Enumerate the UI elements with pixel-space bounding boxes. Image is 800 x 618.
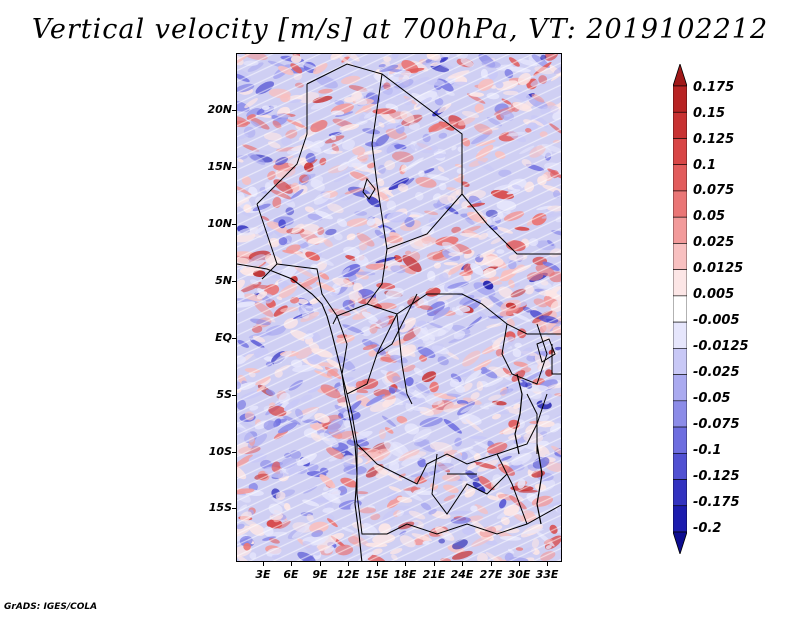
lat-tick — [232, 224, 236, 225]
colorbar-label: -0.0125 — [693, 339, 749, 354]
colorbar-label: 0.005 — [693, 287, 735, 302]
lon-label-3e: 3E — [255, 568, 271, 581]
colorbar-label: 0.175 — [693, 80, 735, 95]
colorbar-box — [673, 452, 687, 480]
lon-label-30e: 30E — [507, 568, 531, 581]
lake-victoria — [536, 338, 556, 363]
lon-tick — [519, 562, 520, 566]
colorbar-box — [673, 400, 687, 428]
lon-label-12e: 12E — [336, 568, 360, 581]
colorbar-box — [673, 269, 687, 297]
colorbar-label: 0.125 — [693, 132, 735, 147]
lat-label-5s: 5S — [216, 388, 232, 401]
colorbar-box — [673, 85, 687, 113]
colorbar-label: 0.1 — [693, 158, 717, 173]
lon-label-9e: 9E — [312, 568, 328, 581]
colorbar-box — [673, 111, 687, 139]
colorbar-box — [673, 190, 687, 218]
colorbar-label: -0.005 — [693, 313, 740, 328]
velocity-field-map — [237, 54, 561, 561]
coastline — [237, 263, 363, 561]
lat-label-10s: 10S — [208, 445, 232, 458]
lon-label-18e: 18E — [393, 568, 417, 581]
colorbar — [673, 64, 687, 554]
colorbar-box — [673, 164, 687, 192]
colorbar-box — [673, 374, 687, 402]
colorbar-label: -0.1 — [693, 443, 722, 458]
lake-chad — [362, 177, 376, 200]
lake-tanganyika — [514, 373, 523, 455]
colorbar-box — [673, 426, 687, 454]
lon-tick — [348, 562, 349, 566]
lat-label-5n: 5N — [215, 274, 232, 287]
lon-tick — [377, 562, 378, 566]
lon-tick — [291, 562, 292, 566]
colorbar-label: -0.2 — [693, 521, 722, 536]
colorbar-label: -0.025 — [693, 365, 740, 380]
colorbar-label: -0.075 — [693, 417, 740, 432]
plot-title: Vertical velocity [m/s] at 700hPa, VT: 2… — [31, 14, 769, 45]
lat-label-15n: 15N — [207, 160, 232, 173]
colorbar-label: -0.125 — [693, 469, 740, 484]
lon-tick — [434, 562, 435, 566]
lon-label-21e: 21E — [422, 568, 446, 581]
colorbar-box — [673, 243, 687, 270]
lat-tick — [232, 110, 236, 111]
lon-label-24e: 24E — [450, 568, 474, 581]
colorbar-label: 0.075 — [693, 183, 735, 198]
lat-tick — [232, 452, 236, 453]
colorbar-label: 0.0125 — [693, 261, 744, 276]
lon-label-27e: 27E — [479, 568, 503, 581]
lon-tick — [263, 562, 264, 566]
lon-tick — [320, 562, 321, 566]
grads-credit: GrADS: IGES/COLA — [4, 602, 98, 612]
lake-malawi — [536, 443, 543, 525]
lat-tick — [232, 395, 236, 396]
lat-tick — [232, 508, 236, 509]
colorbar-box — [673, 348, 687, 375]
lat-tick — [232, 338, 236, 339]
lon-tick — [491, 562, 492, 566]
map-panel — [236, 53, 562, 562]
colorbar-box — [673, 138, 687, 166]
colorbar-label: 0.05 — [693, 209, 726, 224]
colorbar-label: 0.025 — [693, 235, 735, 250]
colorbar-label: -0.05 — [693, 391, 731, 406]
colorbar-box — [673, 295, 687, 323]
colorbar-label: 0.15 — [693, 106, 726, 121]
lat-label-15s: 15S — [208, 501, 232, 514]
lat-tick — [232, 167, 236, 168]
lat-label-eq: EQ — [215, 331, 232, 344]
colorbar-box — [673, 505, 687, 533]
lon-tick — [462, 562, 463, 566]
colorbar-box — [673, 479, 687, 507]
lat-label-10n: 10N — [207, 217, 232, 230]
colorbar-bottom-arrow — [673, 531, 687, 554]
lat-label-20n: 20N — [207, 103, 232, 116]
colorbar-label: -0.175 — [693, 495, 740, 510]
country-borders — [256, 63, 561, 535]
lon-label-15e: 15E — [365, 568, 389, 581]
lon-label-33e: 33E — [535, 568, 559, 581]
lon-tick — [547, 562, 548, 566]
colorbar-box — [673, 321, 687, 349]
lat-tick — [232, 281, 236, 282]
colorbar-box — [673, 216, 687, 244]
lon-tick — [405, 562, 406, 566]
colorbar-top-arrow — [673, 64, 687, 87]
lon-label-6e: 6E — [283, 568, 299, 581]
